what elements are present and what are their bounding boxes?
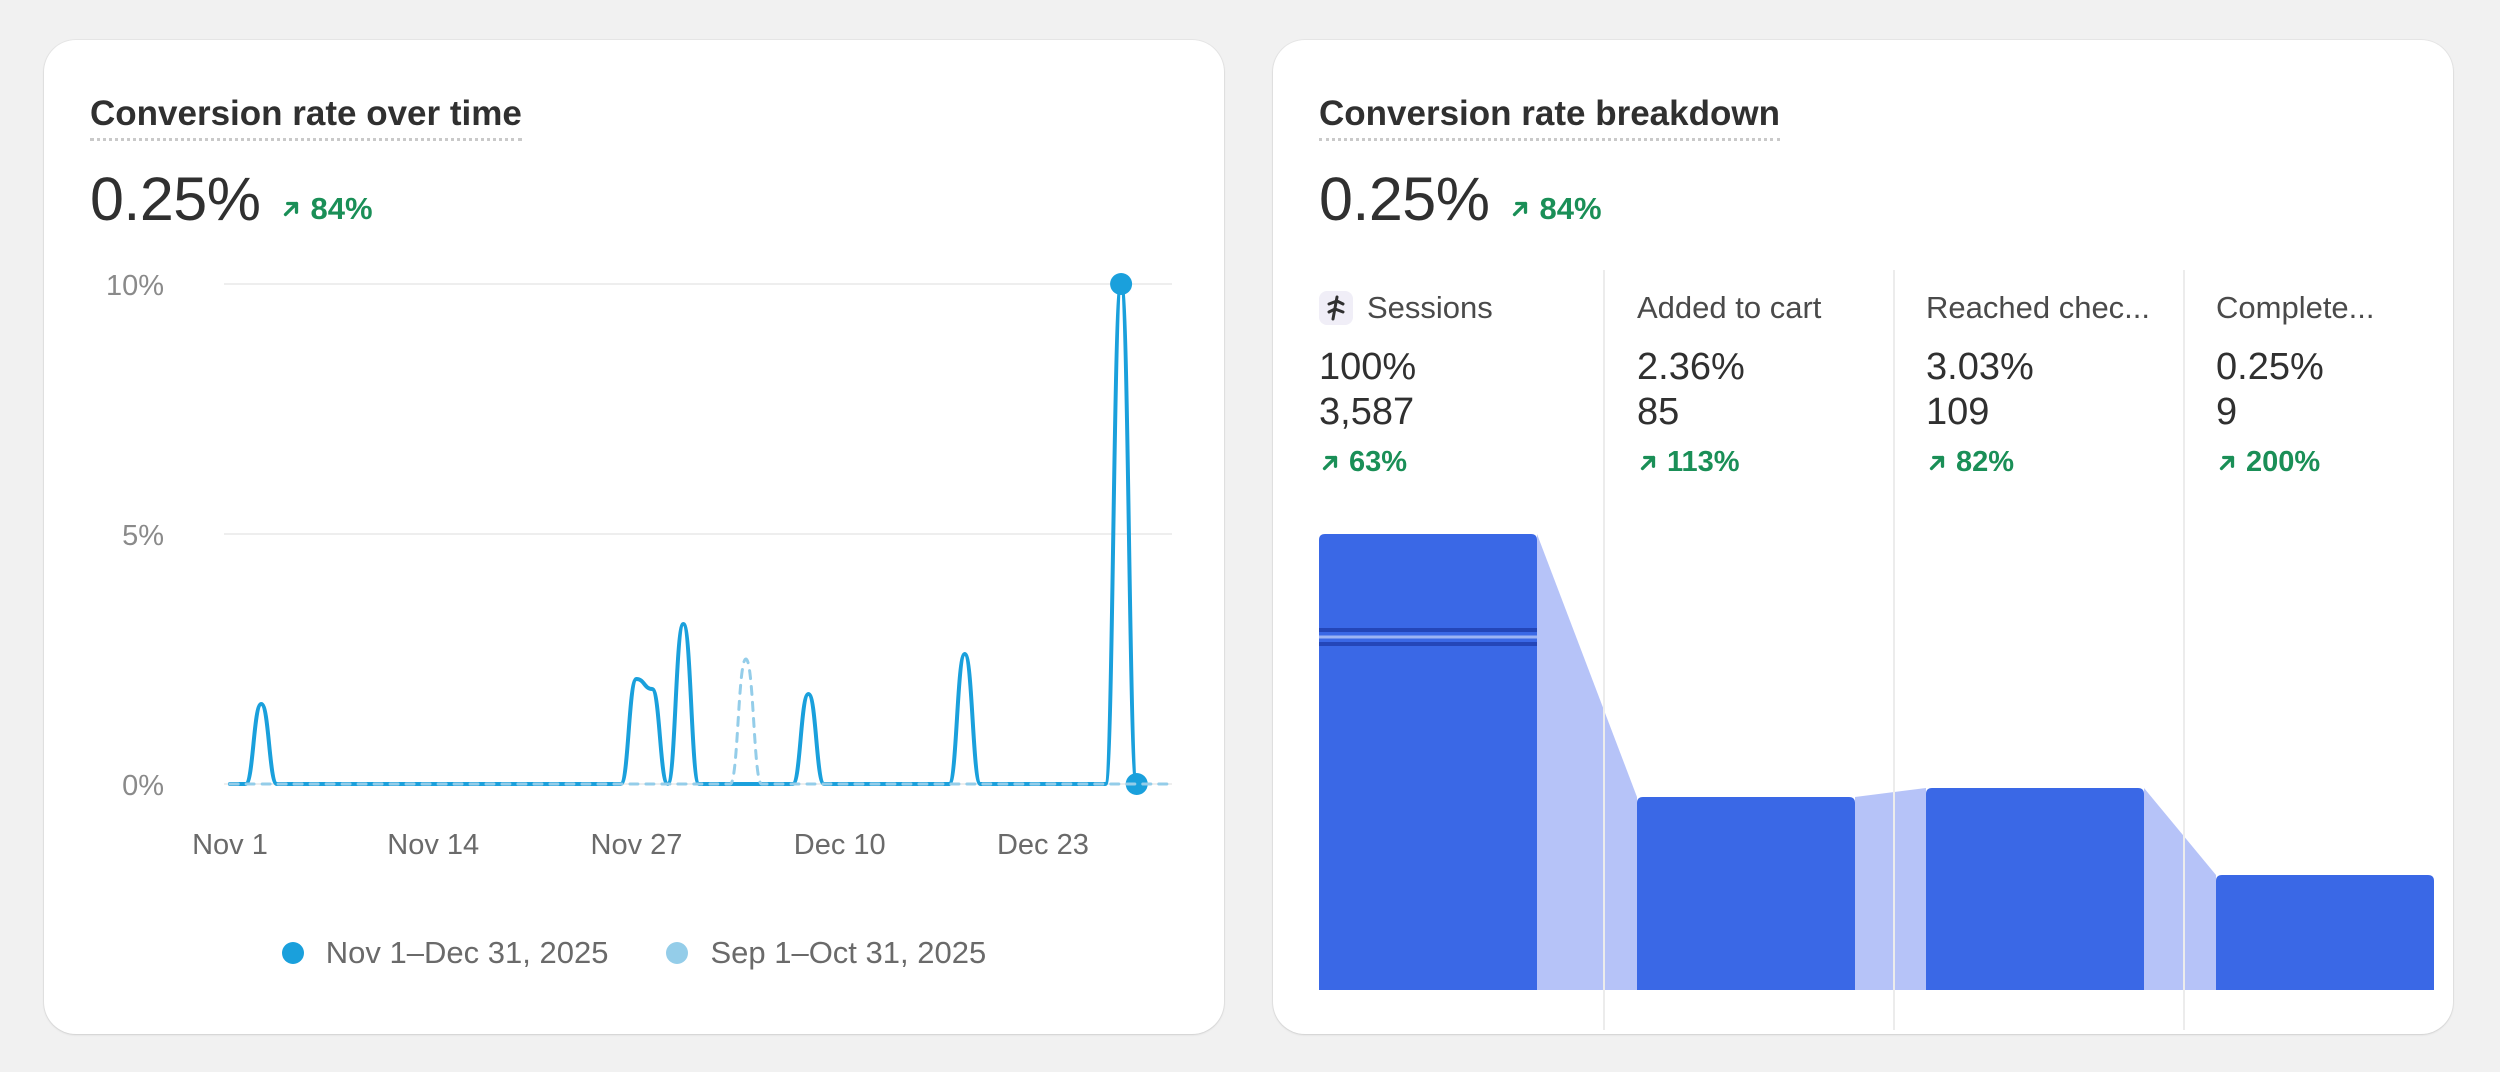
funnel-bar — [1319, 534, 1537, 990]
step-change: 82% — [1926, 446, 2014, 479]
funnel-step-sessions[interactable]: Sessions 100% 3,587 63% — [1319, 290, 1609, 570]
column-divider — [2183, 270, 2185, 1030]
arrow-up-right-icon — [284, 201, 299, 217]
funnel-connector — [1855, 788, 1926, 990]
legend-dot-previous — [666, 942, 689, 964]
step-count: 109 — [1926, 391, 1990, 433]
trend-value: 84% — [1539, 191, 1602, 226]
funnel-step-reached-checkout[interactable]: Reached chec... 3.03% 109 82% — [1926, 290, 2216, 570]
step-count: 3,587 — [1319, 391, 1415, 433]
conversion-over-time-card: 10% 5% 0% Nov 1 Nov 14 Nov 27 Dec 10 Dec 23 Con… — [44, 40, 1224, 1034]
card-title[interactable]: Conversion rate over time — [90, 94, 522, 141]
step-change: 63% — [1319, 446, 1407, 479]
metric-value: 0.25% — [1319, 165, 1490, 233]
card-title[interactable]: Conversion rate breakdown — [1319, 94, 1780, 141]
data-point-marker — [1125, 773, 1148, 795]
funnel-step-added-to-cart[interactable]: Added to cart 2.36% 85 113% — [1637, 290, 1927, 570]
metric-summary: 0.25% 84% — [1319, 164, 1602, 234]
conversion-breakdown-card: Conversion rate breakdown 0.25% 84% Sess… — [1273, 40, 2453, 1034]
column-divider — [1603, 270, 1605, 1030]
step-change-value: 63% — [1349, 446, 1408, 478]
step-percent: 0.25% — [2216, 346, 2324, 388]
step-label: Reached chec... — [1926, 290, 2151, 325]
legend-label-previous: Sep 1–Oct 31, 2025 — [710, 935, 987, 970]
x-tick-label: Dec 23 — [997, 829, 1089, 861]
conversion-funnel-chart — [1319, 534, 2434, 990]
funnel-connector — [1537, 534, 1637, 990]
y-tick-label: 10% — [106, 270, 164, 302]
axis-break-mark — [1319, 628, 1537, 646]
y-tick-label: 5% — [122, 520, 164, 552]
trend-badge: 84% — [1509, 191, 1602, 227]
y-tick-label: 0% — [122, 770, 164, 802]
x-tick-label: Nov 1 — [192, 829, 268, 861]
arrow-up-right-icon — [1322, 455, 1338, 470]
funnel-bar — [2216, 875, 2434, 990]
x-tick-label: Dec 10 — [794, 829, 886, 861]
trend-value: 84% — [310, 191, 373, 226]
step-change: 113% — [1637, 446, 1740, 479]
metric-value: 0.25% — [90, 165, 261, 233]
step-change-value: 200% — [2246, 446, 2321, 478]
legend-label-current: Nov 1–Dec 31, 2025 — [325, 935, 609, 970]
step-count: 9 — [2216, 391, 2238, 433]
funnel-connector — [2144, 788, 2216, 990]
arrow-up-right-icon — [2219, 455, 2235, 470]
arrow-up-right-icon — [1513, 201, 1528, 217]
step-label: Sessions — [1367, 290, 1493, 325]
arrow-up-right-icon — [1929, 455, 1945, 470]
top-divider — [0, 0, 2500, 2]
funnel-bar — [1637, 797, 1855, 990]
data-point-marker — [1110, 273, 1133, 295]
conversion-line-chart: 10% 5% 0% Nov 1 Nov 14 Nov 27 Dec 10 Dec 23 — [106, 270, 1172, 861]
metric-summary: 0.25% 84% — [90, 164, 373, 234]
step-label: Complete... — [2216, 290, 2375, 325]
step-change-value: 82% — [1956, 446, 2015, 478]
funnel-step-completed[interactable]: Complete... 0.25% 9 200% — [2216, 290, 2500, 570]
step-percent: 100% — [1319, 346, 1417, 388]
column-divider — [1893, 270, 1895, 1030]
funnel-bar — [1926, 788, 2144, 990]
arrow-up-right-icon — [1640, 455, 1656, 470]
x-tick-label: Nov 14 — [387, 829, 479, 861]
legend-dot-current — [281, 942, 304, 964]
step-label: Added to cart — [1637, 290, 1822, 325]
step-count: 85 — [1637, 391, 1680, 433]
legend-item-current[interactable]: Nov 1–Dec 31, 2025 — [281, 935, 609, 971]
step-change-value: 113% — [1667, 446, 1740, 478]
series-line-previous — [228, 657, 1170, 786]
x-tick-label: Nov 27 — [591, 829, 683, 861]
sessions-icon — [1319, 291, 1353, 325]
step-change: 200% — [2216, 446, 2320, 479]
chart-legend: Nov 1–Dec 31, 2025 Sep 1–Oct 31, 2025 — [44, 935, 1224, 971]
legend-item-previous[interactable]: Sep 1–Oct 31, 2025 — [666, 935, 986, 971]
trend-badge: 84% — [280, 191, 373, 227]
step-percent: 2.36% — [1637, 346, 1745, 388]
step-percent: 3.03% — [1926, 346, 2034, 388]
